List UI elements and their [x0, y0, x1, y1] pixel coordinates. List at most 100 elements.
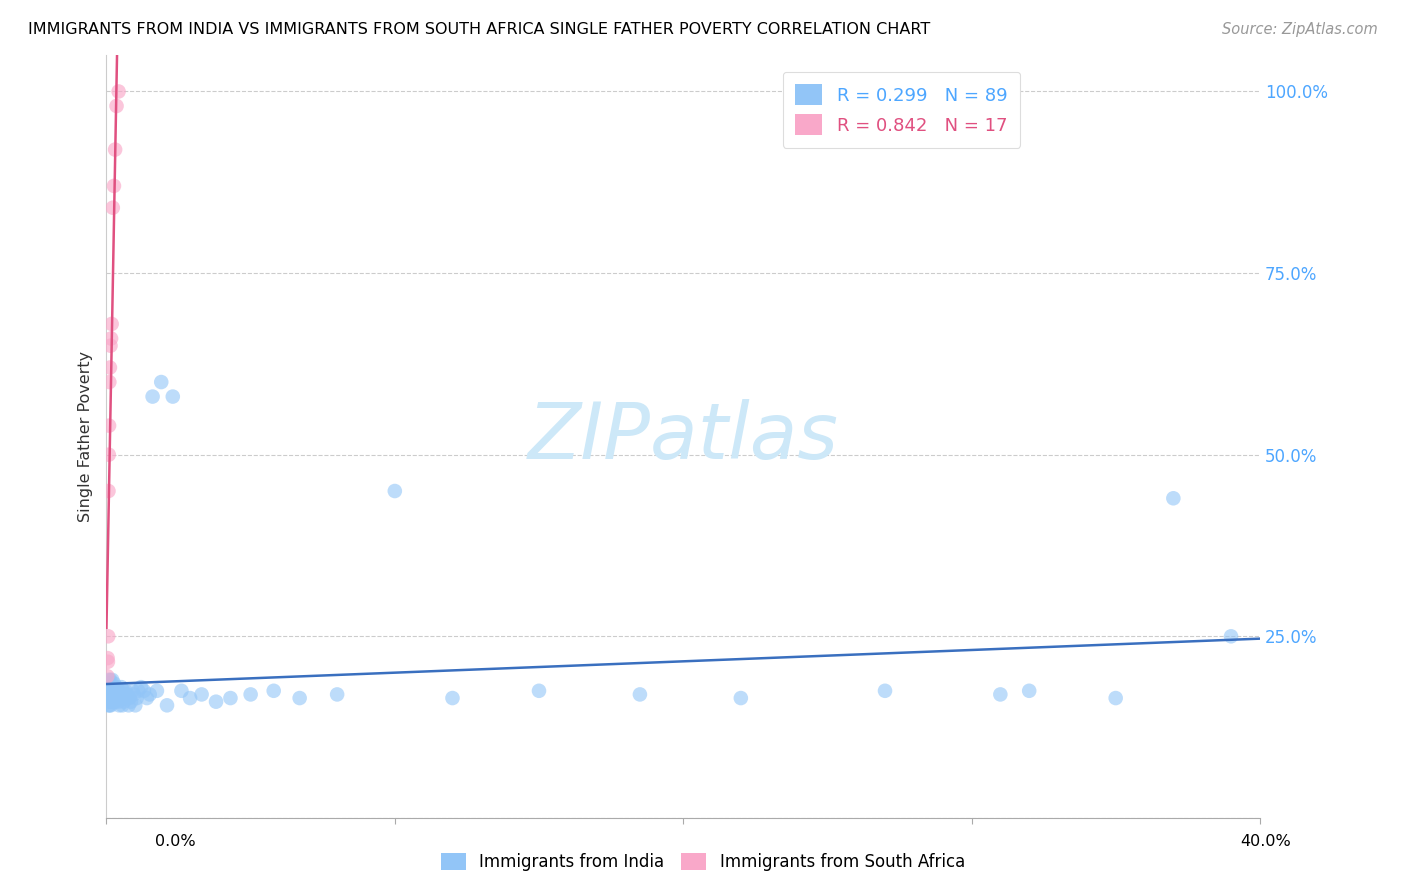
Point	[104, 691, 127, 706]
Point	[100, 688, 122, 702]
Point	[441, 691, 464, 706]
Point	[118, 698, 141, 713]
Point	[97, 629, 120, 643]
Point	[1105, 691, 1128, 706]
Point	[97, 698, 120, 713]
Point	[730, 691, 752, 706]
Point	[1220, 629, 1243, 643]
Point	[108, 683, 131, 698]
Point	[98, 683, 121, 698]
Point	[98, 695, 121, 709]
Point	[120, 695, 142, 709]
Point	[170, 683, 193, 698]
Point	[100, 683, 122, 698]
Text: 0.0%: 0.0%	[156, 834, 195, 849]
Point	[179, 691, 201, 706]
Point	[97, 483, 120, 498]
Point	[150, 375, 173, 389]
Point	[127, 683, 149, 698]
Point	[105, 680, 128, 694]
Point	[121, 683, 143, 698]
Point	[110, 691, 132, 706]
Point	[105, 99, 128, 113]
Point	[125, 691, 148, 706]
Point	[97, 673, 120, 687]
Legend: Immigrants from India, Immigrants from South Africa: Immigrants from India, Immigrants from S…	[433, 845, 973, 880]
Point	[107, 688, 129, 702]
Point	[108, 698, 131, 713]
Point	[103, 691, 125, 706]
Point	[988, 688, 1011, 702]
Point	[112, 695, 135, 709]
Point	[114, 688, 136, 702]
Point	[98, 360, 121, 375]
Point	[873, 683, 896, 698]
Point	[138, 688, 160, 702]
Point	[101, 688, 124, 702]
Point	[263, 683, 285, 698]
Point	[101, 683, 124, 698]
Point	[112, 683, 135, 698]
Point	[103, 695, 125, 709]
Point	[103, 683, 125, 698]
Point	[288, 691, 311, 706]
Point	[117, 688, 139, 702]
Point	[97, 688, 120, 702]
Point	[100, 331, 122, 345]
Point	[97, 655, 120, 669]
Point	[97, 448, 120, 462]
Point	[101, 691, 124, 706]
Point	[98, 418, 121, 433]
Point	[104, 688, 127, 702]
Point	[162, 390, 184, 404]
Point	[104, 143, 127, 157]
Point	[97, 651, 120, 665]
Point	[124, 698, 146, 713]
Point	[104, 683, 127, 698]
Point	[96, 683, 118, 698]
Point	[100, 317, 122, 331]
Point	[107, 85, 129, 99]
Point	[129, 680, 152, 694]
Point	[98, 676, 121, 690]
Point	[107, 691, 129, 706]
Point	[105, 683, 128, 698]
Text: 40.0%: 40.0%	[1240, 834, 1291, 849]
Point	[103, 676, 125, 690]
Point	[98, 698, 121, 713]
Point	[115, 691, 138, 706]
Point	[107, 695, 129, 709]
Point	[98, 695, 121, 709]
Point	[142, 390, 165, 404]
Point	[97, 691, 120, 706]
Point	[100, 688, 122, 702]
Point	[114, 683, 136, 698]
Point	[326, 688, 349, 702]
Point	[118, 691, 141, 706]
Point	[1163, 491, 1185, 506]
Point	[98, 683, 121, 698]
Point	[104, 695, 127, 709]
Point	[103, 178, 125, 193]
Point	[98, 673, 121, 687]
Text: Source: ZipAtlas.com: Source: ZipAtlas.com	[1222, 22, 1378, 37]
Y-axis label: Single Father Poverty: Single Father Poverty	[79, 351, 93, 522]
Point	[97, 680, 120, 694]
Point	[103, 683, 125, 698]
Point	[122, 688, 145, 702]
Text: IMMIGRANTS FROM INDIA VS IMMIGRANTS FROM SOUTH AFRICA SINGLE FATHER POVERTY CORR: IMMIGRANTS FROM INDIA VS IMMIGRANTS FROM…	[28, 22, 931, 37]
Point	[628, 688, 651, 702]
Point	[101, 201, 124, 215]
Point	[190, 688, 212, 702]
Point	[100, 691, 122, 706]
Point	[205, 695, 228, 709]
Point	[101, 695, 124, 709]
Point	[111, 698, 134, 713]
Point	[219, 691, 242, 706]
Point	[527, 683, 550, 698]
Point	[239, 688, 262, 702]
Point	[100, 339, 122, 353]
Point	[146, 683, 169, 698]
Point	[132, 683, 155, 698]
Point	[98, 691, 121, 706]
